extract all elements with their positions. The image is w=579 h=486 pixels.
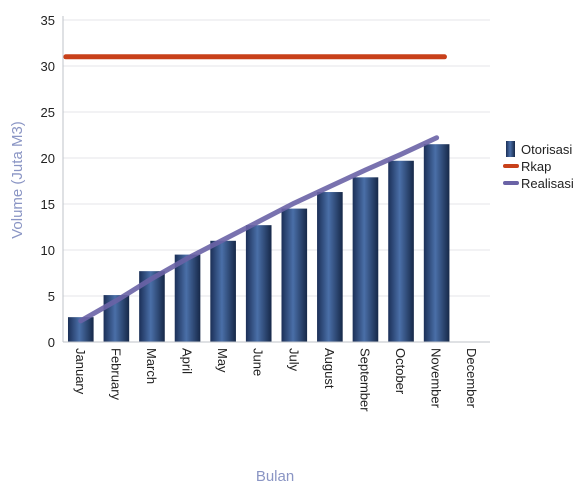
line-series	[63, 54, 447, 324]
y-tick-label: 10	[41, 243, 55, 258]
x-tick-label: November	[429, 348, 444, 409]
x-tick-label: September	[357, 348, 372, 412]
legend-label-rkap: Rkap	[521, 159, 551, 174]
y-tick-label: 35	[41, 13, 55, 28]
x-tick-label: May	[215, 348, 230, 373]
bar	[210, 240, 236, 342]
x-tick-labels: January February March April May June July Augu…	[73, 348, 479, 412]
bar	[423, 144, 450, 342]
axes	[62, 16, 490, 343]
bar-series-otorisasi	[67, 144, 450, 342]
legend: Otorisasi Rkap Realisasi	[503, 141, 574, 191]
legend-label-otorisasi: Otorisasi	[521, 142, 572, 157]
y-tick-label: 5	[48, 289, 55, 304]
y-tick-label: 0	[48, 335, 55, 350]
x-tick-label: June	[251, 348, 266, 376]
bar	[388, 160, 414, 342]
legend-label-realisasi: Realisasi	[521, 176, 574, 191]
y-tick-label: 20	[41, 151, 55, 166]
bar	[245, 225, 272, 342]
y-tick-label: 15	[41, 197, 55, 212]
x-tick-label: April	[180, 348, 195, 374]
x-tick-label: March	[144, 348, 159, 384]
bar	[281, 208, 308, 342]
bar	[317, 192, 343, 342]
x-tick-label: August	[322, 348, 337, 389]
x-tick-label: October	[393, 348, 408, 395]
x-tick-label: December	[464, 348, 479, 409]
bar	[352, 177, 379, 342]
x-tick-label: July	[286, 348, 301, 372]
x-axis-title: Bulan	[256, 468, 294, 485]
y-tick-label: 30	[41, 59, 55, 74]
line-series-realisasi	[78, 135, 440, 324]
x-tick-label: February	[108, 348, 123, 401]
bar	[174, 254, 201, 342]
y-tick-label: 25	[41, 105, 55, 120]
y-axis-title: Volume (Juta M3)	[9, 121, 26, 239]
y-tick-labels: 0 5 10 15 20 25 30 35	[41, 13, 55, 350]
x-tick-label: January	[73, 348, 88, 395]
grid	[63, 19, 490, 297]
legend-swatch-otorisasi	[506, 141, 515, 157]
